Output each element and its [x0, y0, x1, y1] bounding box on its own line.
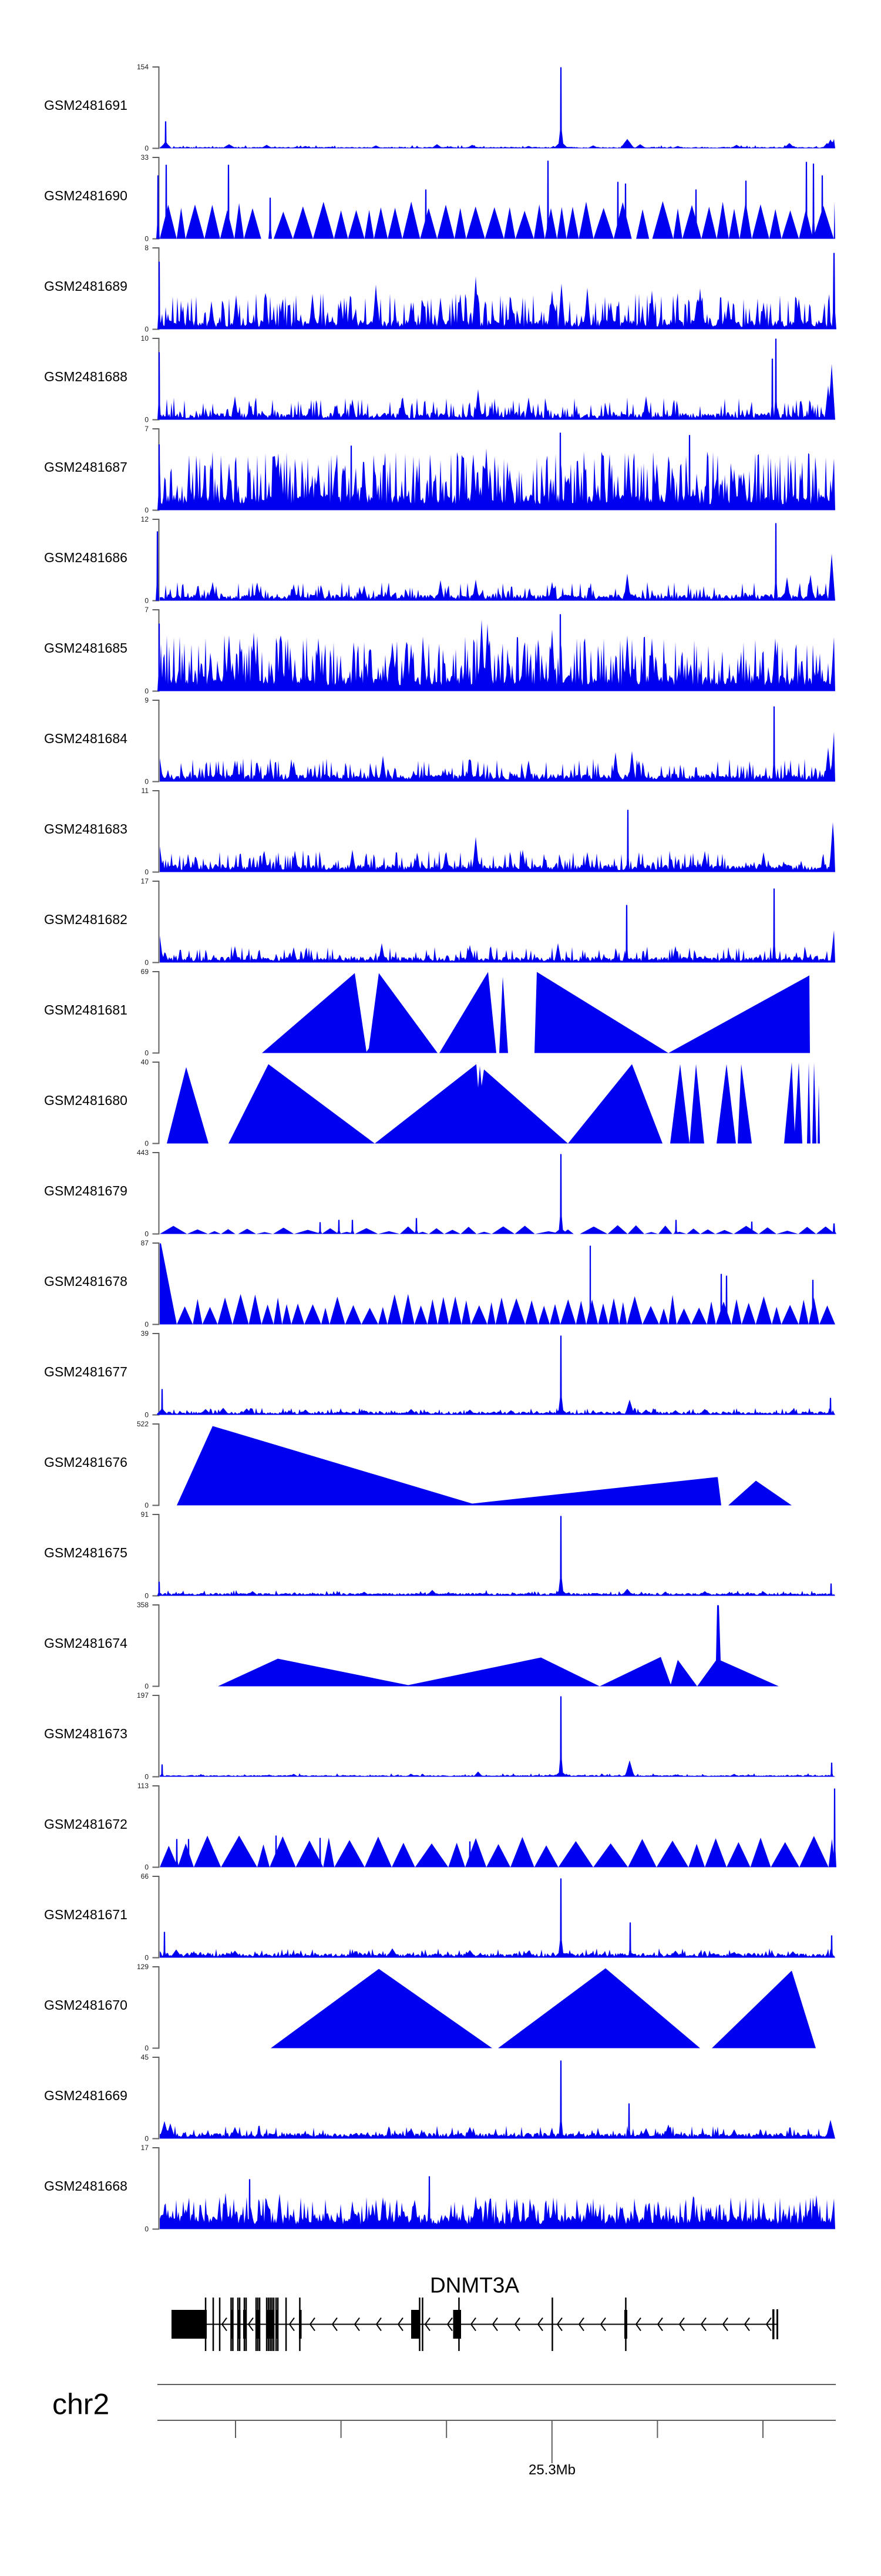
svg-text:GSM2481689: GSM2481689 [44, 278, 127, 294]
svg-text:7: 7 [144, 606, 149, 614]
svg-text:GSM2481685: GSM2481685 [44, 640, 127, 656]
svg-text:GSM2481681: GSM2481681 [44, 1002, 127, 1017]
svg-text:113: 113 [137, 1782, 149, 1790]
svg-text:0: 0 [144, 1592, 149, 1600]
svg-text:0: 0 [144, 778, 149, 786]
svg-text:0: 0 [144, 959, 149, 967]
svg-text:0: 0 [144, 687, 149, 696]
svg-text:197: 197 [137, 1691, 149, 1700]
svg-text:GSM2481675: GSM2481675 [44, 1545, 127, 1560]
svg-text:chr2: chr2 [52, 2388, 109, 2421]
svg-text:0: 0 [144, 1411, 149, 1419]
svg-text:GSM2481682: GSM2481682 [44, 912, 127, 927]
svg-text:GSM2481668: GSM2481668 [44, 2178, 127, 2194]
svg-text:GSM2481674: GSM2481674 [44, 1635, 127, 1651]
svg-text:129: 129 [137, 1963, 149, 1971]
svg-text:87: 87 [141, 1239, 149, 1247]
svg-text:GSM2481672: GSM2481672 [44, 1816, 127, 1832]
svg-text:GSM2481686: GSM2481686 [44, 550, 127, 565]
svg-text:25.3Mb: 25.3Mb [529, 2462, 576, 2478]
svg-text:0: 0 [144, 1140, 149, 1148]
svg-text:66: 66 [141, 1872, 149, 1880]
svg-text:522: 522 [137, 1420, 149, 1428]
svg-text:40: 40 [141, 1058, 149, 1066]
svg-text:33: 33 [141, 153, 149, 162]
svg-text:17: 17 [141, 877, 149, 885]
svg-text:0: 0 [144, 325, 149, 334]
svg-text:0: 0 [144, 1502, 149, 1510]
svg-text:0: 0 [144, 235, 149, 243]
svg-text:GSM2481677: GSM2481677 [44, 1364, 127, 1379]
svg-text:GSM2481669: GSM2481669 [44, 2088, 127, 2103]
svg-text:12: 12 [141, 515, 149, 523]
svg-text:0: 0 [144, 1321, 149, 1329]
svg-text:11: 11 [142, 787, 149, 795]
svg-text:10: 10 [141, 334, 149, 342]
svg-text:0: 0 [144, 506, 149, 515]
svg-text:GSM2481670: GSM2481670 [44, 1997, 127, 2013]
svg-text:0: 0 [144, 1863, 149, 1872]
svg-text:0: 0 [144, 416, 149, 424]
svg-text:0: 0 [144, 1682, 149, 1691]
svg-text:0: 0 [144, 2135, 149, 2143]
svg-text:0: 0 [144, 1954, 149, 1962]
svg-text:GSM2481684: GSM2481684 [44, 731, 127, 746]
svg-text:8: 8 [144, 244, 149, 252]
svg-text:0: 0 [144, 145, 149, 153]
svg-text:GSM2481691: GSM2481691 [44, 98, 127, 113]
svg-text:0: 0 [144, 2225, 149, 2234]
svg-text:0: 0 [144, 597, 149, 605]
svg-text:45: 45 [141, 2053, 149, 2061]
svg-text:358: 358 [137, 1601, 149, 1609]
svg-text:GSM2481690: GSM2481690 [44, 188, 127, 203]
svg-text:GSM2481679: GSM2481679 [44, 1183, 127, 1198]
svg-text:DNMT3A: DNMT3A [430, 2273, 519, 2298]
svg-text:443: 443 [137, 1148, 149, 1157]
svg-text:17: 17 [141, 2144, 149, 2152]
svg-text:GSM2481678: GSM2481678 [44, 1274, 127, 1289]
svg-text:154: 154 [137, 63, 149, 71]
svg-text:7: 7 [144, 425, 149, 433]
svg-text:GSM2481673: GSM2481673 [44, 1726, 127, 1741]
svg-text:GSM2481671: GSM2481671 [44, 1907, 127, 1922]
svg-text:69: 69 [141, 968, 149, 976]
svg-text:0: 0 [144, 1230, 149, 1238]
svg-text:0: 0 [144, 868, 149, 876]
svg-text:9: 9 [144, 696, 149, 704]
svg-text:GSM2481688: GSM2481688 [44, 369, 127, 384]
svg-text:GSM2481676: GSM2481676 [44, 1455, 127, 1470]
svg-text:0: 0 [144, 1773, 149, 1781]
svg-text:GSM2481683: GSM2481683 [44, 821, 127, 837]
svg-text:0: 0 [144, 1049, 149, 1057]
svg-text:0: 0 [144, 2044, 149, 2053]
svg-text:39: 39 [141, 1329, 149, 1338]
svg-text:GSM2481680: GSM2481680 [44, 1093, 127, 1108]
svg-text:91: 91 [141, 1510, 149, 1519]
svg-text:GSM2481687: GSM2481687 [44, 459, 127, 475]
